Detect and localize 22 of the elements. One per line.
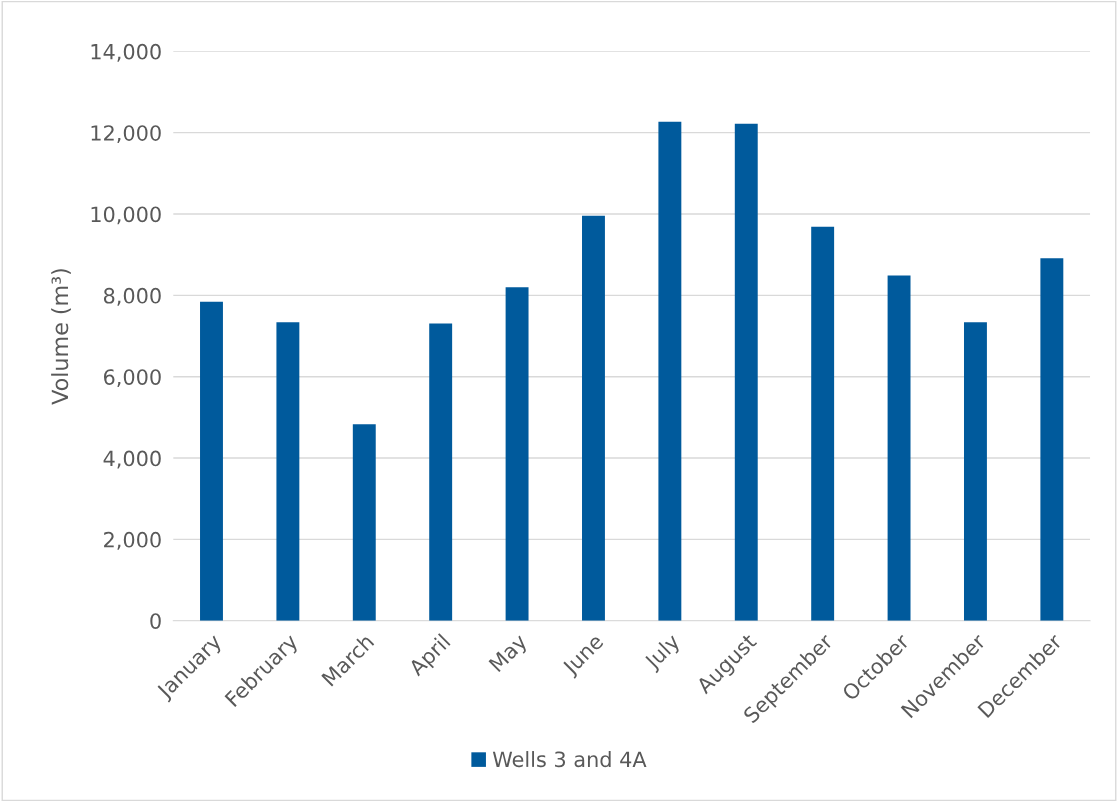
y-tick-label: 10,000 — [91, 206, 161, 225]
y-axis-title: Volume (m³) — [51, 269, 71, 405]
bar — [200, 301, 223, 621]
bar — [276, 322, 300, 621]
bar — [429, 323, 453, 621]
bar — [734, 123, 758, 621]
bar — [964, 322, 987, 621]
legend-label: Wells 3 and 4A — [492, 751, 647, 768]
y-tick-label: 4,000 — [103, 450, 161, 469]
bar — [887, 275, 911, 621]
y-tick-label: 8,000 — [103, 287, 161, 306]
bar — [658, 121, 682, 621]
bar — [582, 215, 605, 621]
bar — [811, 226, 835, 621]
bar — [505, 287, 529, 621]
bar — [1040, 258, 1064, 621]
y-tick-label: 2,000 — [104, 531, 161, 550]
y-tick-label: 0 — [150, 613, 161, 629]
y-tick-label: 12,000 — [91, 125, 161, 144]
bar — [352, 424, 376, 621]
y-tick-label: 6,000 — [103, 369, 161, 388]
y-tick-label: 14,000 — [91, 43, 161, 62]
